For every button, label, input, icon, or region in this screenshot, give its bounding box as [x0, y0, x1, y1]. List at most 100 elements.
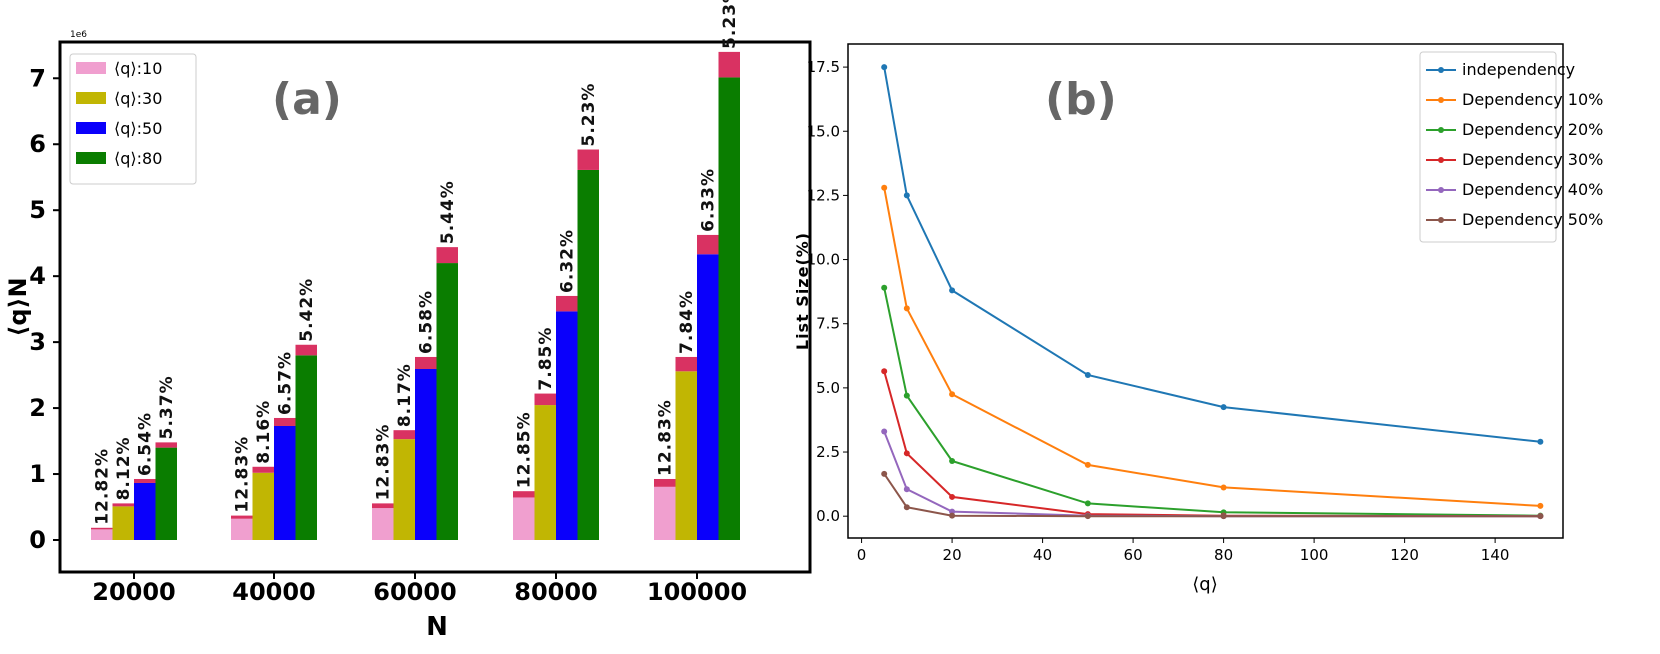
- panel-b-y-tick-label: 10.0: [807, 251, 840, 269]
- panel-b-x-tick-label: 140: [1481, 546, 1510, 564]
- panel-a-bar-overhead: [252, 466, 274, 473]
- panel-a-x-tick-label: 20000: [92, 578, 176, 606]
- panel-a-bar: [252, 472, 274, 540]
- panel-a-bar: [155, 447, 177, 540]
- panel-a-scale-label: 1e6: [70, 30, 87, 40]
- panel-a-y-tick-label: 0: [29, 526, 46, 554]
- panel-b-y-tick-label: 12.5: [807, 186, 840, 204]
- panel-b-data-point: [949, 287, 956, 294]
- panel-b-data-point: [949, 391, 956, 398]
- panel-a-bar-percent-label: 7.85%: [536, 327, 556, 391]
- panel-a-legend-label: ⟨q⟩:30: [114, 89, 162, 108]
- panel-a-bar-percent-label: 6.54%: [136, 412, 156, 476]
- panel-a-x-axis-label: N: [426, 612, 448, 642]
- panel-a-bar-percent-label: 6.57%: [276, 351, 296, 415]
- panel-a-bar-percent-label: 6.33%: [699, 168, 719, 232]
- panel-a-x-tick-label: 100000: [647, 578, 747, 606]
- panel-a-bar-overhead: [274, 417, 296, 426]
- panel-a-bar-percent-label: 5.23%: [579, 83, 599, 147]
- panel-b-x-tick-label: 120: [1390, 546, 1419, 564]
- panel-b-data-point: [1084, 513, 1091, 520]
- panel-b-y-tick-label: 5.0: [816, 379, 840, 397]
- panel-a-bar-overhead: [295, 344, 317, 356]
- panel-a-bar-overhead: [718, 51, 740, 78]
- panel-a-legend-swatch: [76, 62, 106, 74]
- panel-b-data-point: [1220, 484, 1227, 491]
- panel-b-legend-marker: [1438, 127, 1444, 133]
- panel-b-series-line: [883, 287, 1541, 517]
- panel-a-y-tick-label: 5: [29, 196, 46, 224]
- panel-a-legend-label: ⟨q⟩:50: [114, 119, 162, 138]
- panel-a-y-tick-label: 1: [29, 460, 46, 488]
- panel-b-data-point: [1220, 513, 1227, 520]
- panel-a-bar: [112, 506, 134, 540]
- panel-a-label: (a): [272, 74, 342, 125]
- panel-a-bar: [513, 497, 535, 540]
- panel-a-bar-percent-label: 12.83%: [374, 424, 394, 501]
- panel-b-data-point: [903, 392, 910, 399]
- panel-b-legend-label: Dependency 30%: [1462, 150, 1603, 169]
- panel-a-y-tick-label: 2: [29, 394, 46, 422]
- panel-a-legend-frame: [69, 53, 197, 185]
- panel-b-data-point: [881, 284, 888, 291]
- panel-a-y-tick-label: 4: [29, 262, 46, 290]
- panel-b-x-tick-label: 100: [1300, 546, 1329, 564]
- panel-a-bar-overhead: [697, 234, 719, 255]
- panel-b-data-point: [903, 192, 910, 199]
- panel-a-bar: [577, 169, 599, 540]
- panel-a-bar-overhead: [134, 478, 156, 483]
- panel-a-x-tick-label: 40000: [232, 578, 316, 606]
- panel-b-data-point: [949, 493, 956, 500]
- panel-a-bar-percent-label: 8.17%: [395, 363, 415, 427]
- panel-a-bar: [556, 311, 578, 540]
- panel-b-x-tick-label: 80: [1214, 546, 1233, 564]
- panel-b-data-point: [1220, 404, 1227, 411]
- panel-b-x-tick-label: 20: [943, 546, 962, 564]
- panel-a-bar-overhead: [393, 430, 415, 440]
- panel-a-bar-overhead: [513, 491, 535, 498]
- panel-b-legend-marker: [1438, 187, 1444, 193]
- panel-a-bar: [718, 77, 740, 540]
- panel-b-x-tick-label: 60: [1124, 546, 1143, 564]
- panel-a-bar: [534, 405, 556, 540]
- panel-a-bar-overhead: [654, 478, 676, 487]
- panel-a-bar-percent-label: 8.12%: [114, 436, 134, 500]
- panel-a-bar-overhead: [415, 356, 437, 370]
- panel-a-bar-percent-label: 7.84%: [677, 290, 697, 354]
- panel-a-bar: [372, 508, 394, 540]
- panel-b-label: (b): [1045, 74, 1117, 125]
- panel-a-bar: [654, 486, 676, 540]
- panel-b-legend-marker: [1438, 217, 1444, 223]
- panel-a-bar-percent-label: 12.82%: [93, 448, 113, 525]
- panel-b-legend-label: Dependency 20%: [1462, 120, 1603, 139]
- panel-b-series-line: [883, 473, 1541, 518]
- panel-a-bar-overhead: [675, 356, 697, 372]
- panel-a-bar: [436, 263, 458, 540]
- panel-b-data-point: [881, 184, 888, 191]
- panel-a-bar-overhead: [534, 393, 556, 406]
- panel-a-bar: [393, 439, 415, 540]
- panel-a-y-tick-label: 3: [29, 328, 46, 356]
- panel-a-bar-percent-label: 12.83%: [233, 436, 253, 513]
- panel-a-bar-overhead: [91, 527, 113, 530]
- panel-a-bar-overhead: [372, 503, 394, 509]
- panel-b-y-tick-label: 0.0: [816, 507, 840, 525]
- panel-a-y-axis-label: ⟨q⟩N: [4, 277, 32, 336]
- panel-b-series-line: [883, 66, 1541, 443]
- panel-a-legend-swatch: [76, 92, 106, 104]
- panel-a-bar-overhead: [155, 442, 177, 448]
- panel-a-bar-percent-label: 12.85%: [515, 411, 535, 488]
- panel-b-data-point: [903, 504, 910, 511]
- panel-a-bar-percent-label: 5.44%: [438, 180, 458, 244]
- panel-a-x-tick-label: 80000: [514, 578, 598, 606]
- panel-a-bar: [274, 425, 296, 540]
- panel-a-bar: [675, 371, 697, 540]
- panel-b-data-point: [949, 512, 956, 519]
- panel-b-legend-marker: [1438, 157, 1444, 163]
- panel-b-y-tick-label: 2.5: [816, 443, 840, 461]
- panel-b-y-tick-label: 7.5: [816, 315, 840, 333]
- panel-a-bar-percent-label: 5.23%: [720, 0, 740, 49]
- panel-b-data-point: [1537, 502, 1544, 509]
- panel-b-data-point: [949, 508, 956, 515]
- panel-b-data-point: [949, 458, 956, 465]
